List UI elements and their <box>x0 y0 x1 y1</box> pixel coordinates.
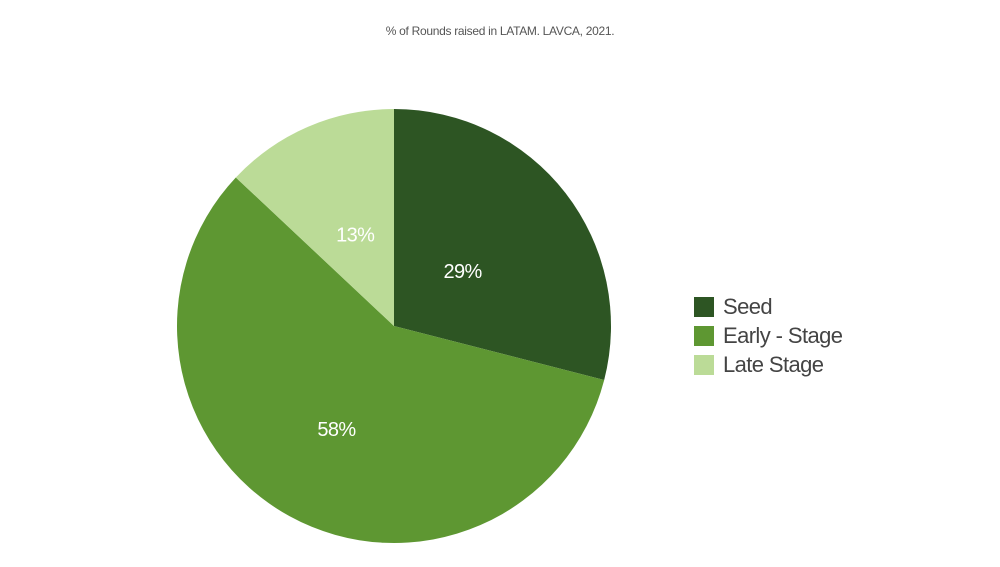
legend-swatch <box>694 325 714 346</box>
legend-item-early-stage: Early - Stage <box>694 321 843 350</box>
slice-label-early-stage: 58% <box>317 419 356 441</box>
chart-legend: Seed Early - Stage Late Stage <box>694 292 843 379</box>
legend-label: Early - Stage <box>723 322 843 348</box>
legend-item-seed: Seed <box>694 292 842 321</box>
pie-slice-late-stage <box>235 109 394 326</box>
legend-label: Late Stage <box>723 351 824 377</box>
chart-title: % of Rounds raised in LATAM. LAVCA, 2021… <box>385 24 615 38</box>
pie-labels: 29% 58% 13% <box>317 225 483 441</box>
slice-label-late-stage: 13% <box>336 225 375 247</box>
pie-slices <box>177 109 612 543</box>
legend-swatch <box>694 296 714 317</box>
legend-item-late-stage: Late Stage <box>694 350 842 379</box>
pie-slice-seed <box>394 109 612 380</box>
legend-label: Seed <box>723 293 773 319</box>
pie-slice-early-stage <box>177 177 605 543</box>
slice-label-seed: 29% <box>443 261 482 283</box>
legend-swatch <box>694 354 714 375</box>
